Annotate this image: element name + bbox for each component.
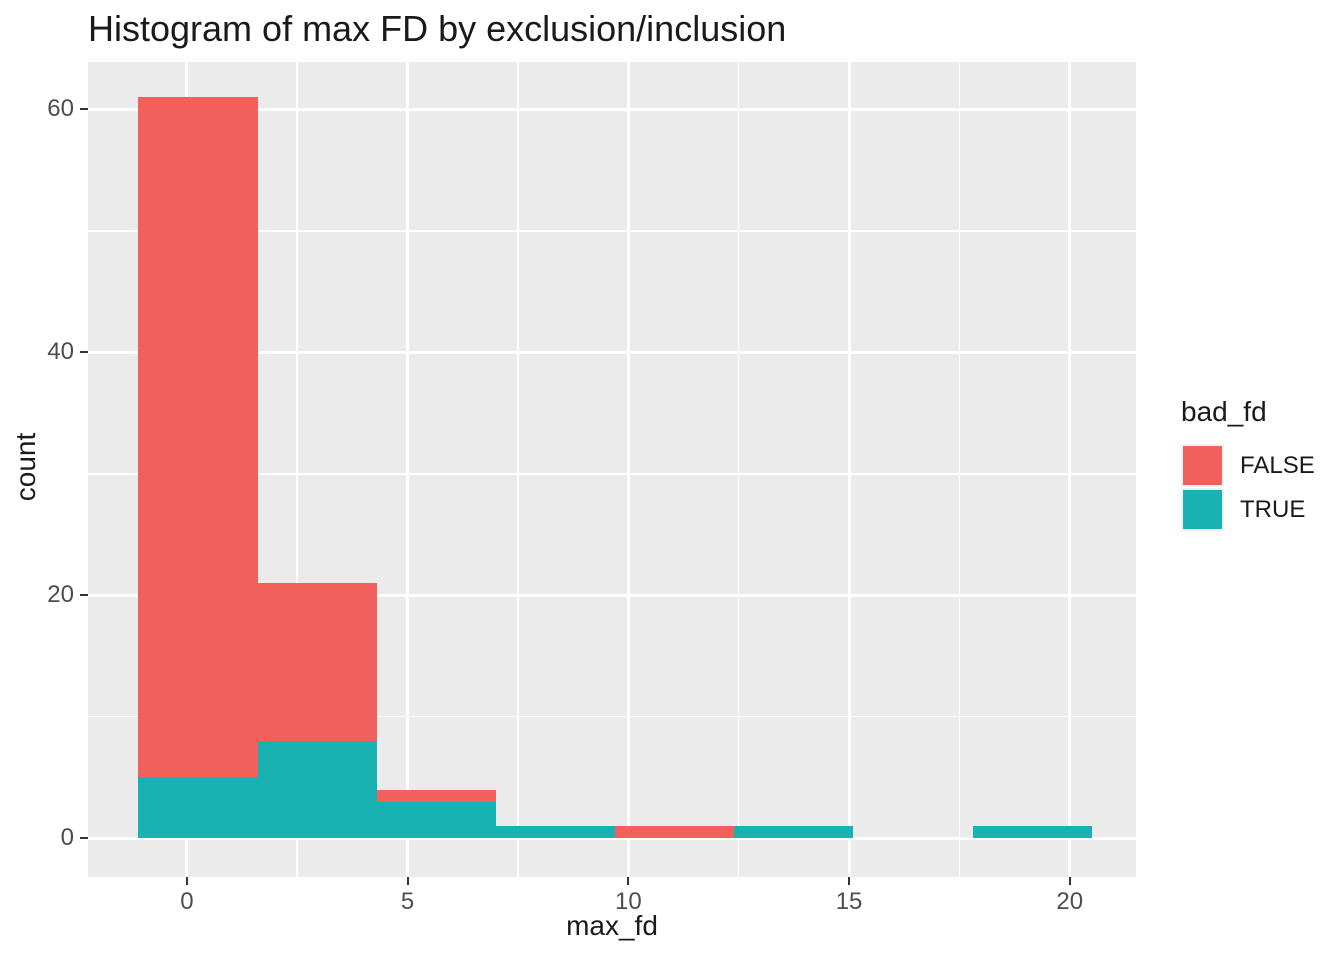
y-tick-label-20: 20 [47,581,74,609]
y-tick-label-40: 40 [47,338,74,366]
x-axis-title: max_fd [566,910,658,941]
y-tick-60 [80,108,88,111]
legend-item-true: TRUE [1181,488,1315,531]
x-tick-label-10: 10 [614,888,642,915]
gridline-major-y-40 [88,350,1136,354]
gridline-major-y-20 [88,593,1136,597]
bar-segment-true-bin5 [734,825,853,839]
bar-segment-true-bin0 [138,777,258,839]
legend: bad_fd FALSE TRUE [1181,396,1315,532]
bar-segment-true-bin2 [377,801,496,839]
x-tick-0 [185,877,188,885]
x-tick-label-5: 5 [400,888,415,915]
x-tick-label-20: 20 [1056,888,1084,915]
x-tick-15 [848,877,851,885]
plot-panel [88,62,1136,877]
gridline-minor-y-30 [88,473,1136,475]
legend-label-false: FALSE [1240,451,1315,479]
x-tick-10 [627,877,630,885]
x-tick-label-0: 0 [180,888,194,915]
gridline-major-x-15 [847,62,851,877]
gridline-major-y-60 [88,107,1136,111]
x-tick-label-15: 15 [835,888,863,915]
bar-segment-false-bin4 [615,825,734,839]
y-tick-0 [80,837,88,840]
gridline-major-y-0 [88,836,1136,840]
gridline-minor-x-17.5 [958,62,961,877]
plot-title: Histogram of max FD by exclusion/inclusi… [88,8,787,49]
gridline-minor-x-2.5 [296,62,298,877]
gridline-minor-x-12.5 [737,62,740,877]
legend-title: bad_fd [1181,396,1267,427]
y-axis-title: count [10,432,41,502]
legend-swatch-true [1181,488,1224,531]
y-tick-label-0: 0 [60,824,74,852]
bar-segment-false-bin2 [377,789,496,802]
legend-swatch-false [1181,444,1224,487]
gridline-major-x-5 [406,62,410,877]
gridline-major-x-20 [1068,62,1072,877]
y-tick-20 [80,594,88,597]
x-tick-20 [1068,877,1071,885]
legend-label-true: TRUE [1240,495,1306,523]
y-tick-label-60: 60 [47,95,74,123]
bar-segment-false-bin1 [258,583,377,741]
gridline-major-x-10 [626,62,630,877]
bar-segment-true-bin7 [973,825,1092,839]
legend-item-false: FALSE [1181,444,1315,487]
bar-segment-true-bin1 [258,740,377,839]
x-tick-5 [406,877,409,885]
gridline-minor-x-7.5 [517,62,519,877]
bar-segment-true-bin3 [496,825,615,839]
gridline-minor-y-50 [88,230,1136,232]
gridline-minor-y-10 [88,715,1136,718]
bar-segment-false-bin0 [138,97,258,778]
y-tick-40 [80,351,88,354]
